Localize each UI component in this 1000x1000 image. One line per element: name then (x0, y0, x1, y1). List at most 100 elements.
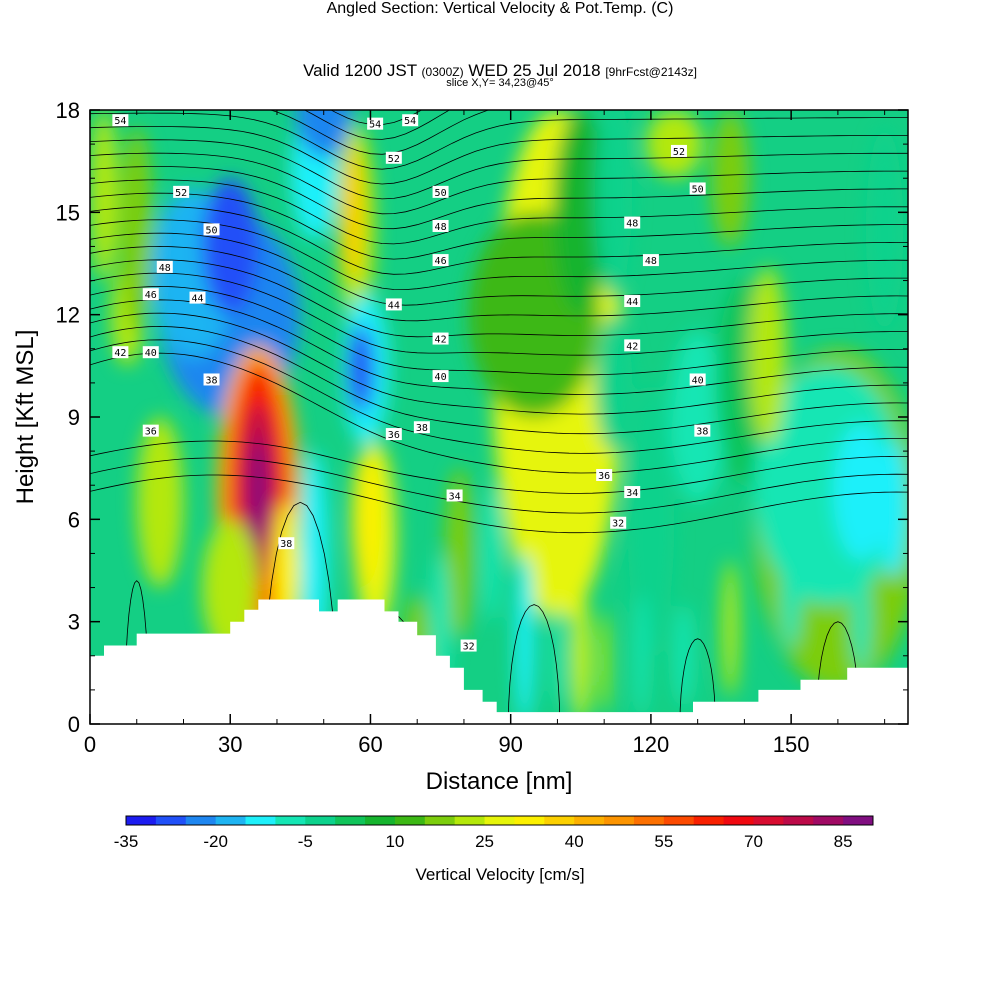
colorbar-swatch (126, 816, 157, 825)
isentrope-label-text: 46 (145, 290, 157, 301)
isentrope-label: 34 (624, 486, 641, 499)
isentrope-label: 48 (156, 260, 173, 274)
x-axis-label: Distance [nm] (426, 768, 573, 795)
colorbar-tick-label: -35 (114, 832, 139, 851)
isentrope-label: 50 (203, 223, 220, 236)
isentrope-label-text: 32 (612, 519, 624, 530)
isentrope-label: 32 (610, 516, 627, 530)
colorbar-tick-label: -5 (298, 832, 313, 851)
colorbar-swatch (813, 816, 844, 825)
isentrope-label: 44 (624, 295, 641, 308)
isentrope-label-text: 50 (206, 225, 218, 236)
colorbar-tick-label: 25 (475, 832, 494, 851)
isentrope-label-text: 36 (145, 427, 157, 438)
colorbar: -35 -20 -5 10 25 40 55 70 85 (114, 815, 874, 851)
isentrope-label-text: 54 (404, 116, 416, 127)
chart-title-main: Angled Section: Vertical Velocity & Pot.… (326, 0, 647, 17)
colorbar-tick-label: -20 (203, 832, 228, 851)
isentrope-label: 48 (624, 216, 641, 230)
colorbar-swatch (843, 816, 874, 825)
isentrope-label: 38 (694, 424, 711, 438)
colorbar-swatch (394, 816, 426, 825)
isentrope-label-text: 44 (388, 300, 400, 311)
colorbar-swatch (723, 816, 754, 825)
x-axis: 0 30 60 90 120 150 (84, 110, 886, 757)
isentrope-label: 36 (142, 424, 159, 438)
x-tick-label: 30 (218, 732, 242, 757)
isentrope-label: 40 (432, 370, 449, 383)
isentrope-label-text: 52 (175, 188, 187, 199)
isentrope-label: 52 (385, 151, 402, 165)
isentrope-label-text: 40 (692, 375, 704, 386)
colorbar-swatch (514, 816, 545, 825)
isentrope-label-text: 38 (280, 539, 292, 550)
isentrope-labels: 54 54 54 52 52 52 50 50 50 48 48 48 48 46 46 44 44 44 42 42… (112, 114, 711, 653)
colorbar-swatch (305, 816, 336, 825)
colorbar-swatch (484, 816, 515, 825)
isentrope-label-text: 54 (114, 116, 126, 127)
isentrope-label: 54 (367, 117, 384, 131)
y-tick-label: 18 (56, 98, 80, 123)
isentrope-label-text: 44 (191, 294, 203, 305)
isentrope-label-text: 48 (159, 263, 171, 274)
isentrope-label: 44 (385, 298, 402, 311)
plot-area: 54 54 54 52 52 52 50 50 50 48 48 48 48 46 46 44 44 44 42 42… (90, 110, 908, 724)
isentrope-label: 38 (278, 537, 295, 550)
colorbar-swatch (604, 816, 635, 825)
slice-info: slice X,Y= 34,23@45° (446, 77, 554, 89)
isentrope-label: 36 (596, 468, 613, 482)
colorbar-title: Vertical Velocity [cm/s] (415, 865, 584, 884)
isentrope-label-text: 32 (463, 642, 475, 653)
isentrope-label-text: 48 (626, 219, 638, 230)
x-tick-label: 120 (633, 732, 670, 757)
colorbar-swatch (454, 816, 486, 825)
isentrope-label-text: 52 (673, 147, 685, 158)
isentrope-label: 50 (689, 182, 706, 195)
isentrope-label-text: 50 (692, 184, 704, 195)
y-tick-label: 12 (56, 303, 80, 328)
colorbar-swatch (753, 816, 784, 825)
isentrope-label-text: 42 (435, 335, 447, 346)
colorbar-swatch (275, 816, 306, 825)
colorbar-tick-label: 40 (565, 832, 584, 851)
isentrope-label: 52 (173, 185, 190, 199)
isentrope-label-text: 44 (626, 297, 638, 308)
isentrope-label-text: 38 (696, 427, 708, 438)
isentrope-label: 38 (413, 421, 430, 434)
x-tick-label: 0 (84, 732, 96, 757)
isentrope-label-text: 46 (435, 256, 447, 267)
chart-title-suffix: (C) (651, 0, 674, 17)
colorbar-swatch (544, 816, 575, 825)
colorbar-swatch (633, 816, 665, 825)
colorbar-tick-label: 85 (834, 832, 853, 851)
isentrope-label: 40 (689, 373, 706, 386)
isentrope-label: 46 (142, 288, 159, 301)
y-axis-label: Height [Kft MSL] (12, 330, 39, 505)
isentrope-label-text: 38 (206, 375, 218, 386)
isentrope-label-text: 42 (626, 341, 638, 352)
isentrope-label-text: 34 (626, 488, 638, 499)
colorbar-swatch (365, 816, 396, 825)
isentrope-label-text: 36 (388, 430, 400, 441)
colorbar-swatch (335, 816, 366, 825)
y-tick-label: 15 (56, 200, 80, 225)
isentrope-label: 50 (432, 185, 449, 199)
isentrope-label-text: 52 (388, 154, 400, 165)
isentrope-label-text: 38 (416, 423, 428, 434)
isentrope-label: 48 (642, 254, 659, 267)
colorbar-swatch (663, 816, 695, 825)
y-tick-label: 0 (68, 712, 80, 737)
y-tick-label: 6 (68, 507, 80, 532)
isentrope-label: 48 (432, 219, 449, 233)
colorbar-swatch (693, 816, 725, 825)
colorbar-tick-label: 55 (654, 832, 673, 851)
colorbar-tick-label: 70 (744, 832, 763, 851)
vertical-velocity-field (90, 110, 908, 724)
terrain (90, 599, 908, 724)
chart-title: Angled Section: Vertical Velocity & Pot.… (0, 0, 1000, 18)
x-tick-label: 90 (498, 732, 522, 757)
isentrope-label-text: 40 (145, 348, 157, 359)
valid-date: WED 25 Jul 2018 (468, 61, 601, 80)
isentrope-label: 54 (402, 114, 419, 127)
